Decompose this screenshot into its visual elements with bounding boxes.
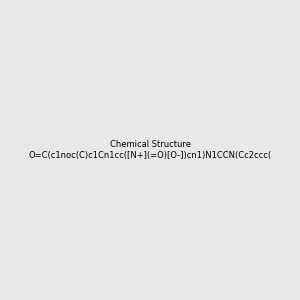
Text: Chemical Structure
O=C(c1noc(C)c1Cn1cc([N+](=O)[O-])cn1)N1CCN(Cc2ccc(: Chemical Structure O=C(c1noc(C)c1Cn1cc([… (28, 140, 272, 160)
